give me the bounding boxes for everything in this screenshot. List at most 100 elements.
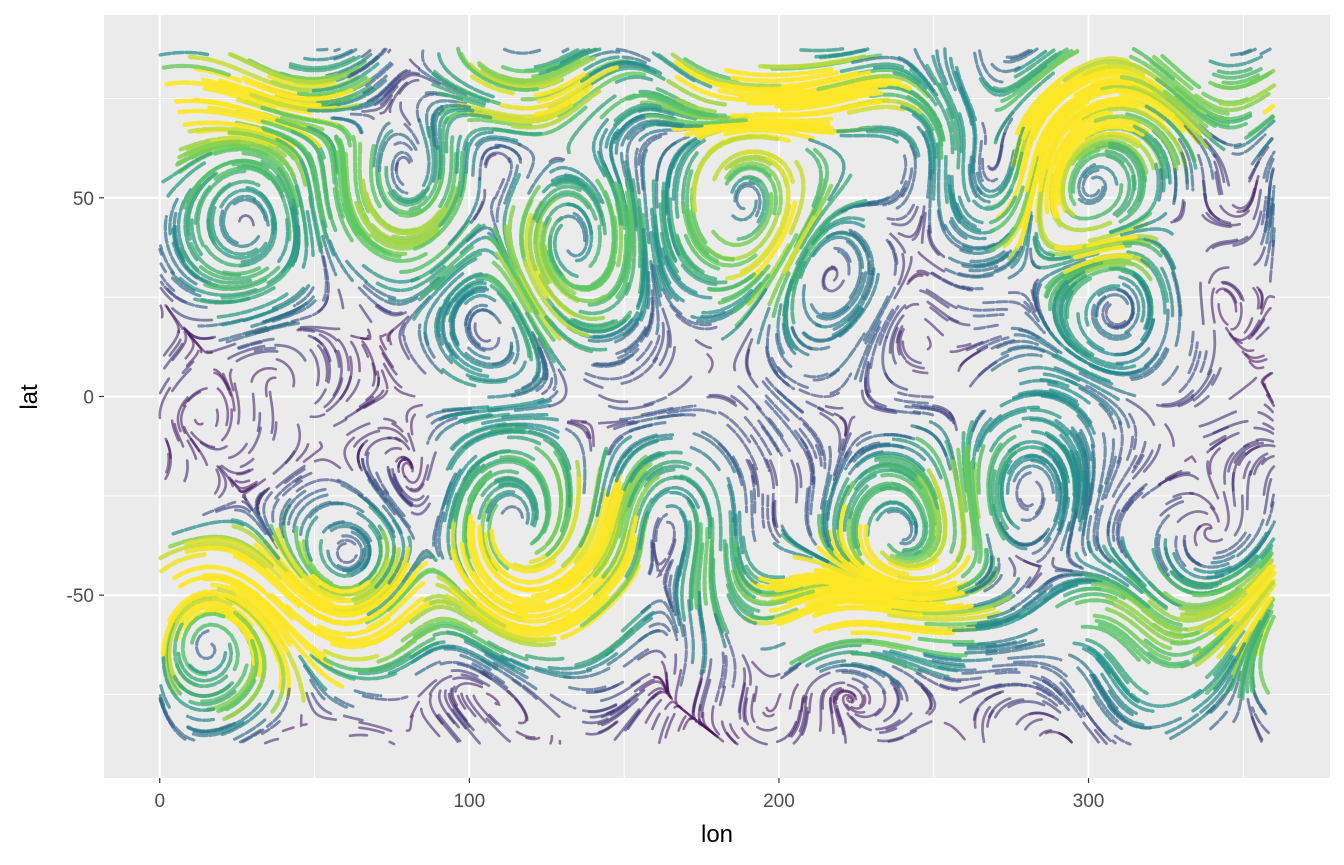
streamline-segment — [809, 476, 816, 518]
streamline-segment — [1172, 551, 1225, 580]
streamline-segment — [1012, 660, 1068, 678]
streamline-segment — [729, 99, 883, 118]
streamline-segment — [466, 513, 546, 607]
streamline-segment — [325, 52, 373, 78]
streamline-segment — [158, 50, 210, 57]
streamline-segment — [912, 481, 935, 554]
streamline-segment — [1208, 209, 1232, 225]
streamline-segment — [1146, 651, 1190, 666]
streamline-segment — [790, 260, 807, 327]
streamline-segment — [726, 423, 759, 471]
streamline-segment — [842, 473, 877, 532]
streamline-segment — [766, 494, 782, 545]
streamline-segment — [1078, 448, 1090, 532]
streamline-segment — [937, 82, 961, 170]
streamline-segment — [275, 301, 308, 319]
streamline-segment — [772, 541, 813, 560]
streamline-segment — [936, 209, 973, 253]
streamline-segment — [233, 382, 241, 425]
streamline-segment — [1119, 74, 1213, 139]
streamline-segment — [460, 692, 477, 718]
streamline-segment — [943, 224, 996, 250]
streamline-segment — [1161, 389, 1195, 406]
streamline-segment — [1245, 565, 1272, 594]
streamline-segment — [356, 511, 383, 540]
streamline-segment — [607, 183, 630, 300]
streamline-segment — [598, 128, 614, 184]
streamline-segment — [377, 426, 409, 443]
streamline-segment — [318, 242, 328, 302]
streamline-segment — [1015, 66, 1080, 136]
streamline-segment — [864, 377, 870, 398]
streamline-segment — [741, 535, 786, 580]
streamline-segment — [622, 648, 650, 668]
streamline-segment — [1270, 185, 1276, 216]
streamline-segment — [1130, 128, 1166, 193]
streamline-segment — [1035, 691, 1059, 708]
streamline-segment — [362, 284, 419, 306]
streamline-segment — [572, 318, 615, 328]
streamline-segment — [450, 548, 571, 624]
streamline-segment — [1218, 83, 1277, 107]
streamline-segment — [401, 295, 431, 337]
streamline-segment — [841, 693, 855, 712]
streamline-segment — [843, 430, 872, 459]
streamline-segment — [1255, 438, 1275, 443]
streamline-segment — [788, 159, 806, 235]
streamline-segment — [747, 459, 758, 486]
streamline-segment — [581, 66, 668, 92]
streamline-segment — [666, 520, 676, 556]
streamline-segment — [1081, 646, 1111, 676]
streamline-segment — [231, 569, 296, 622]
streamline-segment — [432, 631, 493, 654]
streamline-segment — [928, 169, 934, 234]
streamline-segment — [1032, 48, 1080, 84]
streamline-segment — [1004, 50, 1063, 93]
streamline-segment — [841, 415, 856, 451]
streamline-segment — [309, 348, 321, 387]
streamline-segment — [1206, 691, 1227, 714]
streamline-segment — [664, 712, 676, 739]
streamline-segment — [1178, 350, 1202, 393]
streamline-segment — [661, 189, 678, 263]
streamline-segment — [305, 574, 417, 627]
streamline-segment — [658, 345, 677, 380]
streamline-segment — [1222, 282, 1243, 300]
streamline-segment — [924, 318, 945, 337]
streamline-segment — [253, 346, 277, 353]
streamline-segment — [578, 281, 631, 316]
streamline-segment — [692, 677, 704, 714]
streamline-segment — [667, 375, 693, 397]
streamline-segment — [524, 212, 550, 299]
streamline-segment — [665, 154, 681, 256]
streamline-segment — [159, 304, 164, 319]
streamline-segment — [981, 157, 999, 183]
streamline-segment — [393, 141, 413, 151]
streamline-segment — [1098, 402, 1117, 430]
streamline-segment — [230, 518, 281, 560]
streamline-segment — [990, 338, 1016, 350]
streamlines — [158, 46, 1277, 746]
streamline-segment — [765, 458, 776, 490]
streamline-segment — [829, 372, 853, 395]
streamline-segment — [387, 190, 427, 207]
streamline-segment — [770, 71, 859, 90]
streamline-segment — [251, 392, 256, 422]
streamline-segment — [1206, 113, 1253, 124]
streamline-segment — [274, 343, 307, 362]
streamline-segment — [592, 353, 635, 367]
streamline-segment — [1178, 587, 1244, 613]
streamline-segment — [1063, 289, 1096, 357]
streamline-segment — [1231, 471, 1237, 507]
streamline-segment — [346, 530, 368, 575]
streamline-segment — [288, 54, 362, 73]
streamline-segment — [1053, 366, 1120, 402]
streamline-segment — [613, 105, 698, 127]
streamline-segment — [805, 147, 824, 210]
streamline-segment — [484, 489, 516, 516]
streamline-segment — [872, 65, 928, 90]
streamline-segment — [798, 695, 808, 733]
streamline-segment — [285, 571, 396, 611]
streamline-segment — [961, 667, 1018, 675]
